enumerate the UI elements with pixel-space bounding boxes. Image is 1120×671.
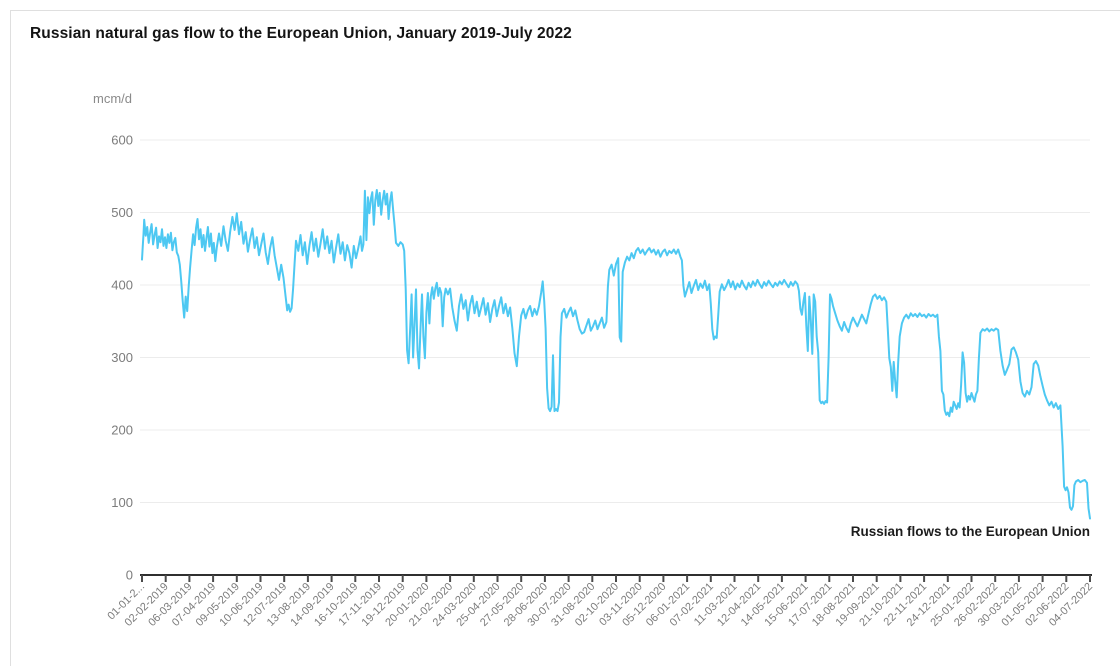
data-line xyxy=(141,189,1091,520)
y-tick-label: 500 xyxy=(111,205,133,220)
y-tick-label: 100 xyxy=(111,495,133,510)
y-tick-label: 0 xyxy=(126,568,133,583)
y-tick-label: 600 xyxy=(111,133,133,148)
legend-label: Russian flows to the European Union xyxy=(850,524,1090,539)
y-tick-label: 200 xyxy=(111,423,133,438)
chart-title: Russian natural gas flow to the European… xyxy=(30,25,572,42)
y-tick-label: 300 xyxy=(111,350,133,365)
y-tick-label: 400 xyxy=(111,278,133,293)
y-axis-unit-label: mcm/d xyxy=(93,91,132,106)
